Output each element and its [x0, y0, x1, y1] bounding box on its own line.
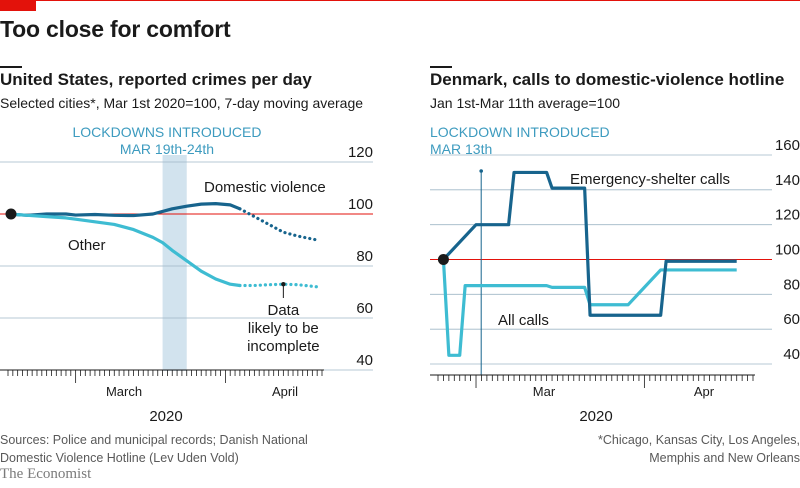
x-tick-label-mar: Mar — [533, 384, 556, 399]
cities-note-line-2: Memphis and New Orleans — [649, 451, 800, 465]
x-axis-year-label: 2020 — [579, 408, 612, 425]
incomplete-pointer-dot — [281, 282, 286, 287]
lockdown-marker-dot — [479, 169, 483, 173]
y-tick-label-120: 120 — [775, 207, 800, 224]
left-title-rule — [0, 66, 22, 68]
y-tick-label-140: 140 — [775, 172, 800, 189]
other-series-incomplete — [238, 282, 319, 289]
y-tick-label-80: 80 — [783, 276, 800, 293]
y-tick-label-60: 60 — [783, 311, 800, 328]
right-chart-title: Denmark, calls to domestic-violence hotl… — [430, 70, 785, 89]
series-label-domestic-violence: Domestic violence — [204, 179, 326, 196]
lockdown-label-line-2: MAR 19th-24th — [120, 141, 214, 157]
right-chart-subtitle: Jan 1st-Mar 11th average=100 — [430, 95, 621, 111]
cities-note-line-1: *Chicago, Kansas City, Los Angeles, — [598, 433, 800, 447]
brand-red-tab — [0, 0, 36, 11]
domestic-violence-series-line — [6, 201, 242, 218]
sources-note: Sources: Police and municipal records; D… — [0, 431, 308, 467]
sources-line-2: Domestic Violence Hotline (Lev Uden Vold… — [0, 451, 239, 465]
left-chart-title: United States, reported crimes per day — [0, 70, 312, 89]
incomplete-note-line-3: incomplete — [247, 338, 320, 355]
series-label-all-calls: All calls — [498, 312, 549, 329]
all-calls-series-line — [441, 259, 737, 357]
lockdown-label-line-2: MAR 13th — [430, 141, 492, 157]
right-title-rule — [430, 66, 452, 68]
x-tick-label-march: March — [106, 384, 142, 399]
incomplete-note-line-1: Data — [268, 302, 300, 319]
index-start-dot — [5, 208, 17, 220]
y-tick-label-120: 120 — [348, 144, 373, 161]
emergency-shelter-calls-series-line — [442, 170, 737, 317]
y-tick-label-40: 40 — [356, 352, 373, 369]
sources-line-1: Sources: Police and municipal records; D… — [0, 433, 308, 447]
page-title: Too close for comfort — [0, 16, 231, 42]
x-axis-year-label: 2020 — [149, 408, 182, 425]
y-tick-label-40: 40 — [783, 346, 800, 363]
x-tick-label-apr: Apr — [694, 384, 715, 399]
y-tick-label-80: 80 — [356, 248, 373, 265]
lockdown-shade — [162, 155, 187, 371]
other-series-line — [6, 212, 242, 288]
denmark-hotline-chart: 40 60 80 100 120 140 160 LOCKDOWN INTRODUCEDMAR… — [430, 124, 800, 425]
y-tick-label-60: 60 — [356, 300, 373, 317]
lockdown-label-line-1: LOCKDOWNS INTRODUCED — [72, 124, 261, 140]
y-tick-label-100: 100 — [775, 242, 800, 259]
cities-note: *Chicago, Kansas City, Los Angeles, Memp… — [598, 431, 800, 467]
domestic-violence-series-incomplete — [238, 207, 319, 242]
series-label-other: Other — [68, 237, 106, 254]
top-rule — [0, 0, 800, 1]
lockdown-label-line-1: LOCKDOWN INTRODUCED — [430, 124, 610, 140]
index-start-dot — [437, 254, 449, 265]
series-label-emergency-shelter-calls: Emergency-shelter calls — [570, 171, 730, 188]
x-tick-label-april: April — [272, 384, 298, 399]
incomplete-note-line-2: likely to be — [248, 320, 319, 337]
y-tick-label-100: 100 — [348, 196, 373, 213]
y-tick-label-160: 160 — [775, 137, 800, 154]
economist-logo-text: The Economist — [0, 466, 92, 482]
left-chart-subtitle: Selected cities*, Mar 1st 2020=100, 7-da… — [0, 95, 364, 111]
